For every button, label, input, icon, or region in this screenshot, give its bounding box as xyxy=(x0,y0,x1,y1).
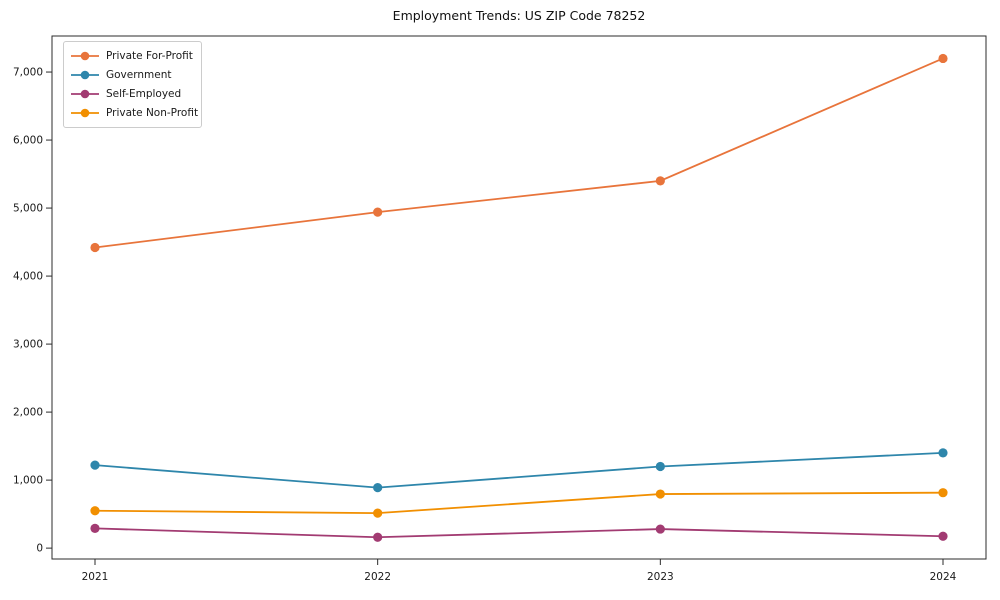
axes-spines xyxy=(51,35,987,560)
chart-title: Employment Trends: US ZIP Code 78252 xyxy=(392,8,646,23)
legend-line-marker-icon xyxy=(71,70,99,80)
data-point-marker xyxy=(655,524,665,534)
data-point-marker xyxy=(938,448,948,458)
legend-dot-icon xyxy=(80,89,90,99)
legend-line-marker-icon xyxy=(71,108,99,117)
data-point-marker xyxy=(655,489,665,499)
data-point-marker xyxy=(373,207,383,217)
x-axis-tick-label: 2024 xyxy=(930,571,957,583)
y-axis-tick-label: 2,000 xyxy=(13,407,43,419)
legend-item-label: Self-Employed xyxy=(106,87,182,100)
legend-item: Private For-Profit xyxy=(71,47,193,66)
y-axis-tick-label: 4,000 xyxy=(13,271,43,283)
y-axis-tick-label: 3,000 xyxy=(13,339,43,351)
data-point-marker xyxy=(938,488,948,498)
data-point-marker xyxy=(655,176,665,186)
data-point-marker xyxy=(90,523,100,533)
data-point-marker xyxy=(938,53,948,64)
data-point-marker xyxy=(90,460,100,470)
legend-line-marker-icon xyxy=(71,89,99,99)
x-axis-tick-label: 2023 xyxy=(647,571,674,583)
y-axis-tick-label: 5,000 xyxy=(13,203,43,215)
x-axis-tick-label: 2022 xyxy=(364,571,391,583)
line-series-2 xyxy=(94,527,944,539)
y-axis-tick-label: 7,000 xyxy=(13,67,43,79)
legend-dot-icon xyxy=(80,108,90,117)
y-axis-tick-label: 1,000 xyxy=(13,475,43,487)
legend-item-label: Private For-Profit xyxy=(106,50,193,63)
legend-item: Self-Employed xyxy=(71,85,193,104)
legend-line-marker-icon xyxy=(71,52,99,61)
y-axis-tick-label: 0 xyxy=(36,543,43,555)
data-point-marker xyxy=(90,506,100,516)
legend-item-label: Government xyxy=(106,69,172,82)
legend-dot-icon xyxy=(80,52,90,61)
legend-item-label: Private Non-Profit xyxy=(106,106,199,119)
data-point-marker xyxy=(373,508,383,518)
data-point-marker xyxy=(90,242,100,253)
data-point-marker xyxy=(938,531,948,541)
legend: Private For-Profit Government Self-Employe… xyxy=(63,41,202,128)
line-series-1 xyxy=(94,452,944,489)
line-series-0 xyxy=(94,57,944,249)
legend-item: Government xyxy=(71,66,193,85)
data-point-marker xyxy=(373,482,383,493)
legend-item: Private Non-Profit xyxy=(71,103,198,122)
x-axis-tick-label: 2021 xyxy=(82,571,109,583)
legend-dot-icon xyxy=(80,70,90,80)
line-series-3 xyxy=(94,491,944,514)
data-point-marker xyxy=(373,532,383,542)
y-axis-tick-label: 6,000 xyxy=(13,135,43,147)
data-point-marker xyxy=(655,461,665,472)
